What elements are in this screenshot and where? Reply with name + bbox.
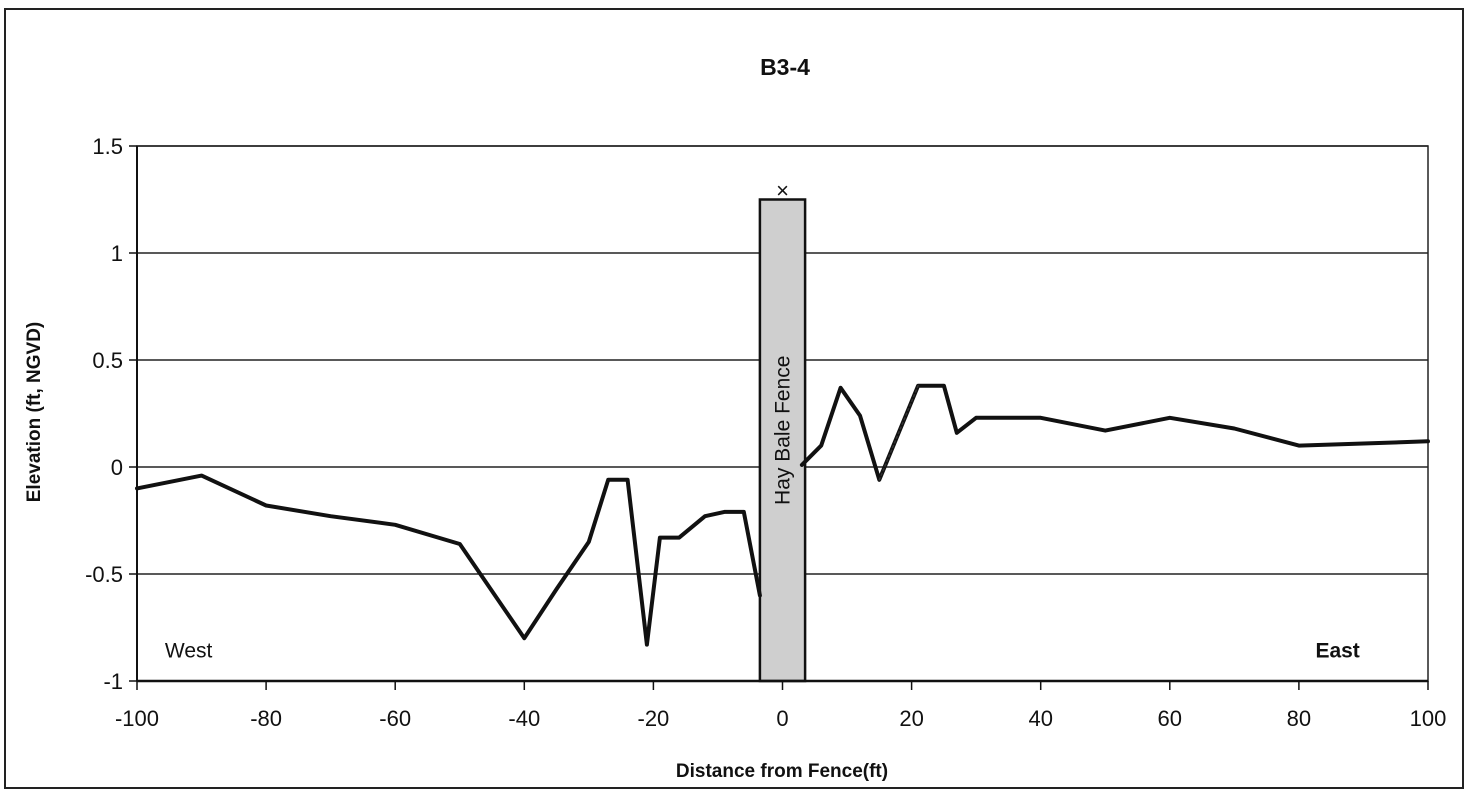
- x-axis-label: Distance from Fence(ft): [676, 761, 888, 782]
- y-tick-label-0: 1.5: [92, 134, 123, 159]
- series-1-segment-0: [878, 385, 919, 481]
- y-tick-label-3: 0: [111, 455, 123, 480]
- fence-layer: × Hay Bale Fence: [758, 178, 807, 683]
- x-tick-label-2: -60: [379, 706, 411, 731]
- annotation-west: West: [165, 639, 213, 662]
- y-axis-label: Elevation (ft, NGVD): [24, 322, 45, 503]
- series-0-segment-1: [799, 383, 1430, 482]
- x-tick-label-7: 40: [1028, 706, 1052, 731]
- x-tick-label-10: 100: [1410, 706, 1447, 731]
- annotation-east: East: [1315, 639, 1359, 662]
- y-tick-label-1: 1: [111, 241, 123, 266]
- x-tick-label-8: 60: [1158, 706, 1182, 731]
- chart-frame: [4, 8, 1464, 789]
- x-tick-label-0: -100: [115, 706, 159, 731]
- y-tick-label-5: -1: [103, 669, 123, 694]
- x-tick-label-4: -20: [638, 706, 670, 731]
- y-tick-label-4: -0.5: [85, 562, 123, 587]
- x-tick-label-1: -80: [250, 706, 282, 731]
- x-tick-label-5: 0: [776, 706, 788, 731]
- hay-bale-fence-band: [758, 198, 807, 683]
- annotation-layer: West East: [165, 639, 1360, 662]
- axis-layer: -100 -80 -60 -40 -20 0 20 40 60 80 100 1.5 1 0.5 0 -0.5…: [85, 134, 1446, 731]
- series-layer: [135, 383, 1430, 647]
- x-tick-label-3: -40: [508, 706, 540, 731]
- y-tick-label-2: 0.5: [92, 348, 123, 373]
- series-0-segment-0: [135, 473, 762, 647]
- fence-label: Hay Bale Fence: [772, 356, 795, 505]
- fence-top-marker: ×: [776, 178, 789, 203]
- x-tick-label-6: 20: [899, 706, 923, 731]
- x-tick-label-9: 80: [1287, 706, 1311, 731]
- chart-title: B3-4: [760, 54, 810, 80]
